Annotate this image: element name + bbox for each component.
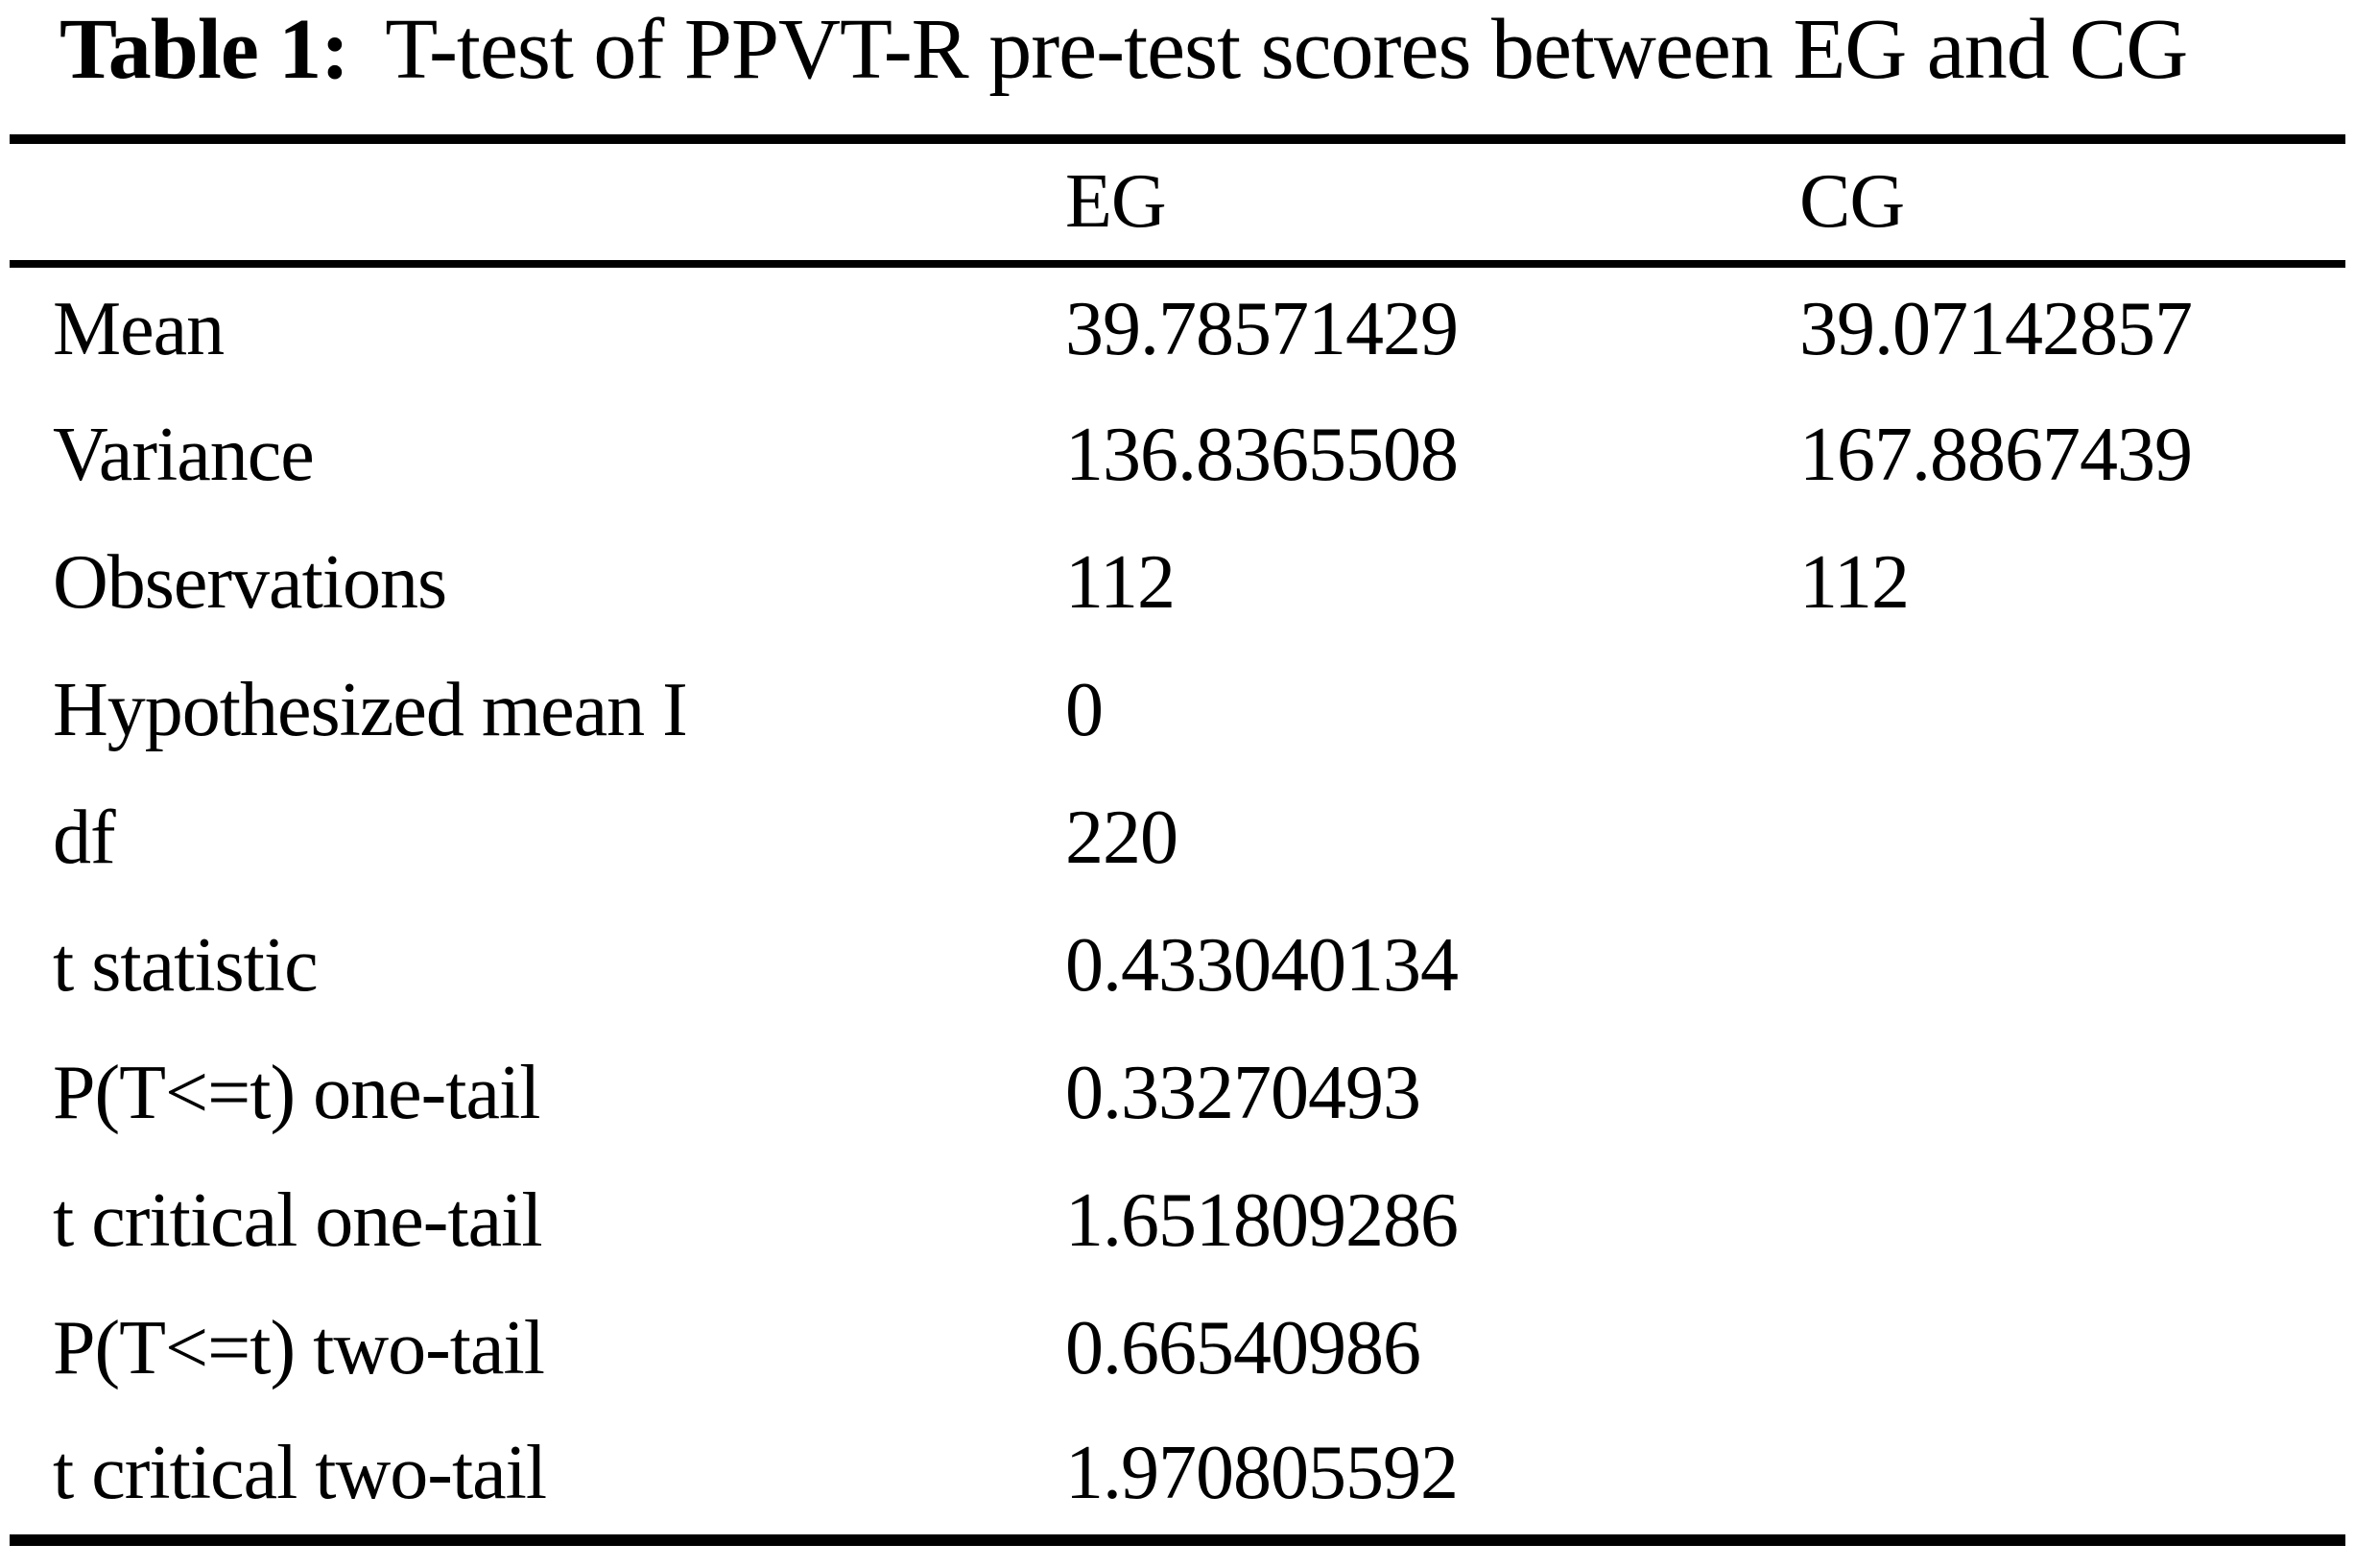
row-label-cell: t critical one-tail [53, 1178, 543, 1263]
table-row: Variance 136.8365508 167.8867439 [10, 392, 2345, 519]
table-row: P(T<=t) two-tail 0.66540986 [10, 1285, 2345, 1413]
cg-value-cell [1799, 647, 2345, 774]
cg-value-cell [1799, 1413, 2345, 1540]
eg-value-cell: 0.33270493 [1065, 1051, 1421, 1135]
eg-value-cell: 0.66540986 [1065, 1306, 1421, 1390]
row-label-cell: Mean [53, 287, 225, 371]
table-row: df 220 [10, 774, 2345, 902]
row-label-cell: df [53, 796, 116, 880]
row-label-cell: Hypothesized mean I [53, 668, 688, 752]
row-label-cell: t statistic [53, 923, 319, 1008]
table-header: EG CG [10, 139, 2345, 268]
table-number: Table 1: [59, 2, 349, 97]
header-cg-cell: CG [1799, 139, 2345, 268]
cg-value-cell: 112 [1799, 540, 1910, 625]
cg-value-cell [1799, 1285, 2345, 1413]
header-row: EG CG [10, 139, 2345, 268]
cg-value-cell: 39.07142857 [1799, 287, 2193, 371]
header-eg-cell: EG [1065, 139, 1799, 268]
table-row: t critical one-tail 1.651809286 [10, 1157, 2345, 1285]
row-label-cell: Observations [53, 540, 447, 625]
row-label-cell: Variance [53, 413, 315, 497]
eg-value-cell: 1.651809286 [1065, 1178, 1459, 1263]
table-row: Observations 112 112 [10, 519, 2345, 647]
cg-value-cell [1799, 902, 2345, 1030]
row-label-cell: P(T<=t) two-tail [53, 1306, 545, 1390]
row-label-cell: P(T<=t) one-tail [53, 1051, 540, 1135]
row-label-cell: t critical two-tail [53, 1431, 547, 1515]
table-row: t critical two-tail 1.970805592 [10, 1413, 2345, 1540]
eg-value-cell: 0.433040134 [1065, 923, 1459, 1008]
table-row: t statistic 0.433040134 [10, 902, 2345, 1030]
cg-value-cell [1799, 1157, 2345, 1285]
eg-value-cell: 39.78571429 [1065, 287, 1459, 371]
eg-value-cell: 1.970805592 [1065, 1431, 1459, 1515]
table-row: Mean 39.78571429 39.07142857 [10, 264, 2345, 392]
ttest-table: EG CG Mean 39.78571429 39.07142857 Varia… [10, 134, 2345, 1546]
table-caption: Table 1: T-test of PPVT-R pre-test scores… [59, 2, 2188, 97]
table-title-text: T-test of PPVT-R pre-test scores between… [385, 2, 2188, 97]
eg-value-cell: 0 [1065, 668, 1104, 752]
eg-value-cell: 220 [1065, 796, 1178, 880]
header-empty-cell [10, 139, 1065, 268]
cg-value-cell [1799, 1030, 2345, 1157]
table-row: P(T<=t) one-tail 0.33270493 [10, 1030, 2345, 1157]
table-row: Hypothesized mean I 0 [10, 647, 2345, 774]
cg-value-cell: 167.8867439 [1799, 413, 2193, 497]
table-body: Mean 39.78571429 39.07142857 Variance 13… [10, 264, 2345, 1540]
eg-value-cell: 136.8365508 [1065, 413, 1459, 497]
cg-value-cell [1799, 774, 2345, 902]
eg-value-cell: 112 [1065, 540, 1176, 625]
